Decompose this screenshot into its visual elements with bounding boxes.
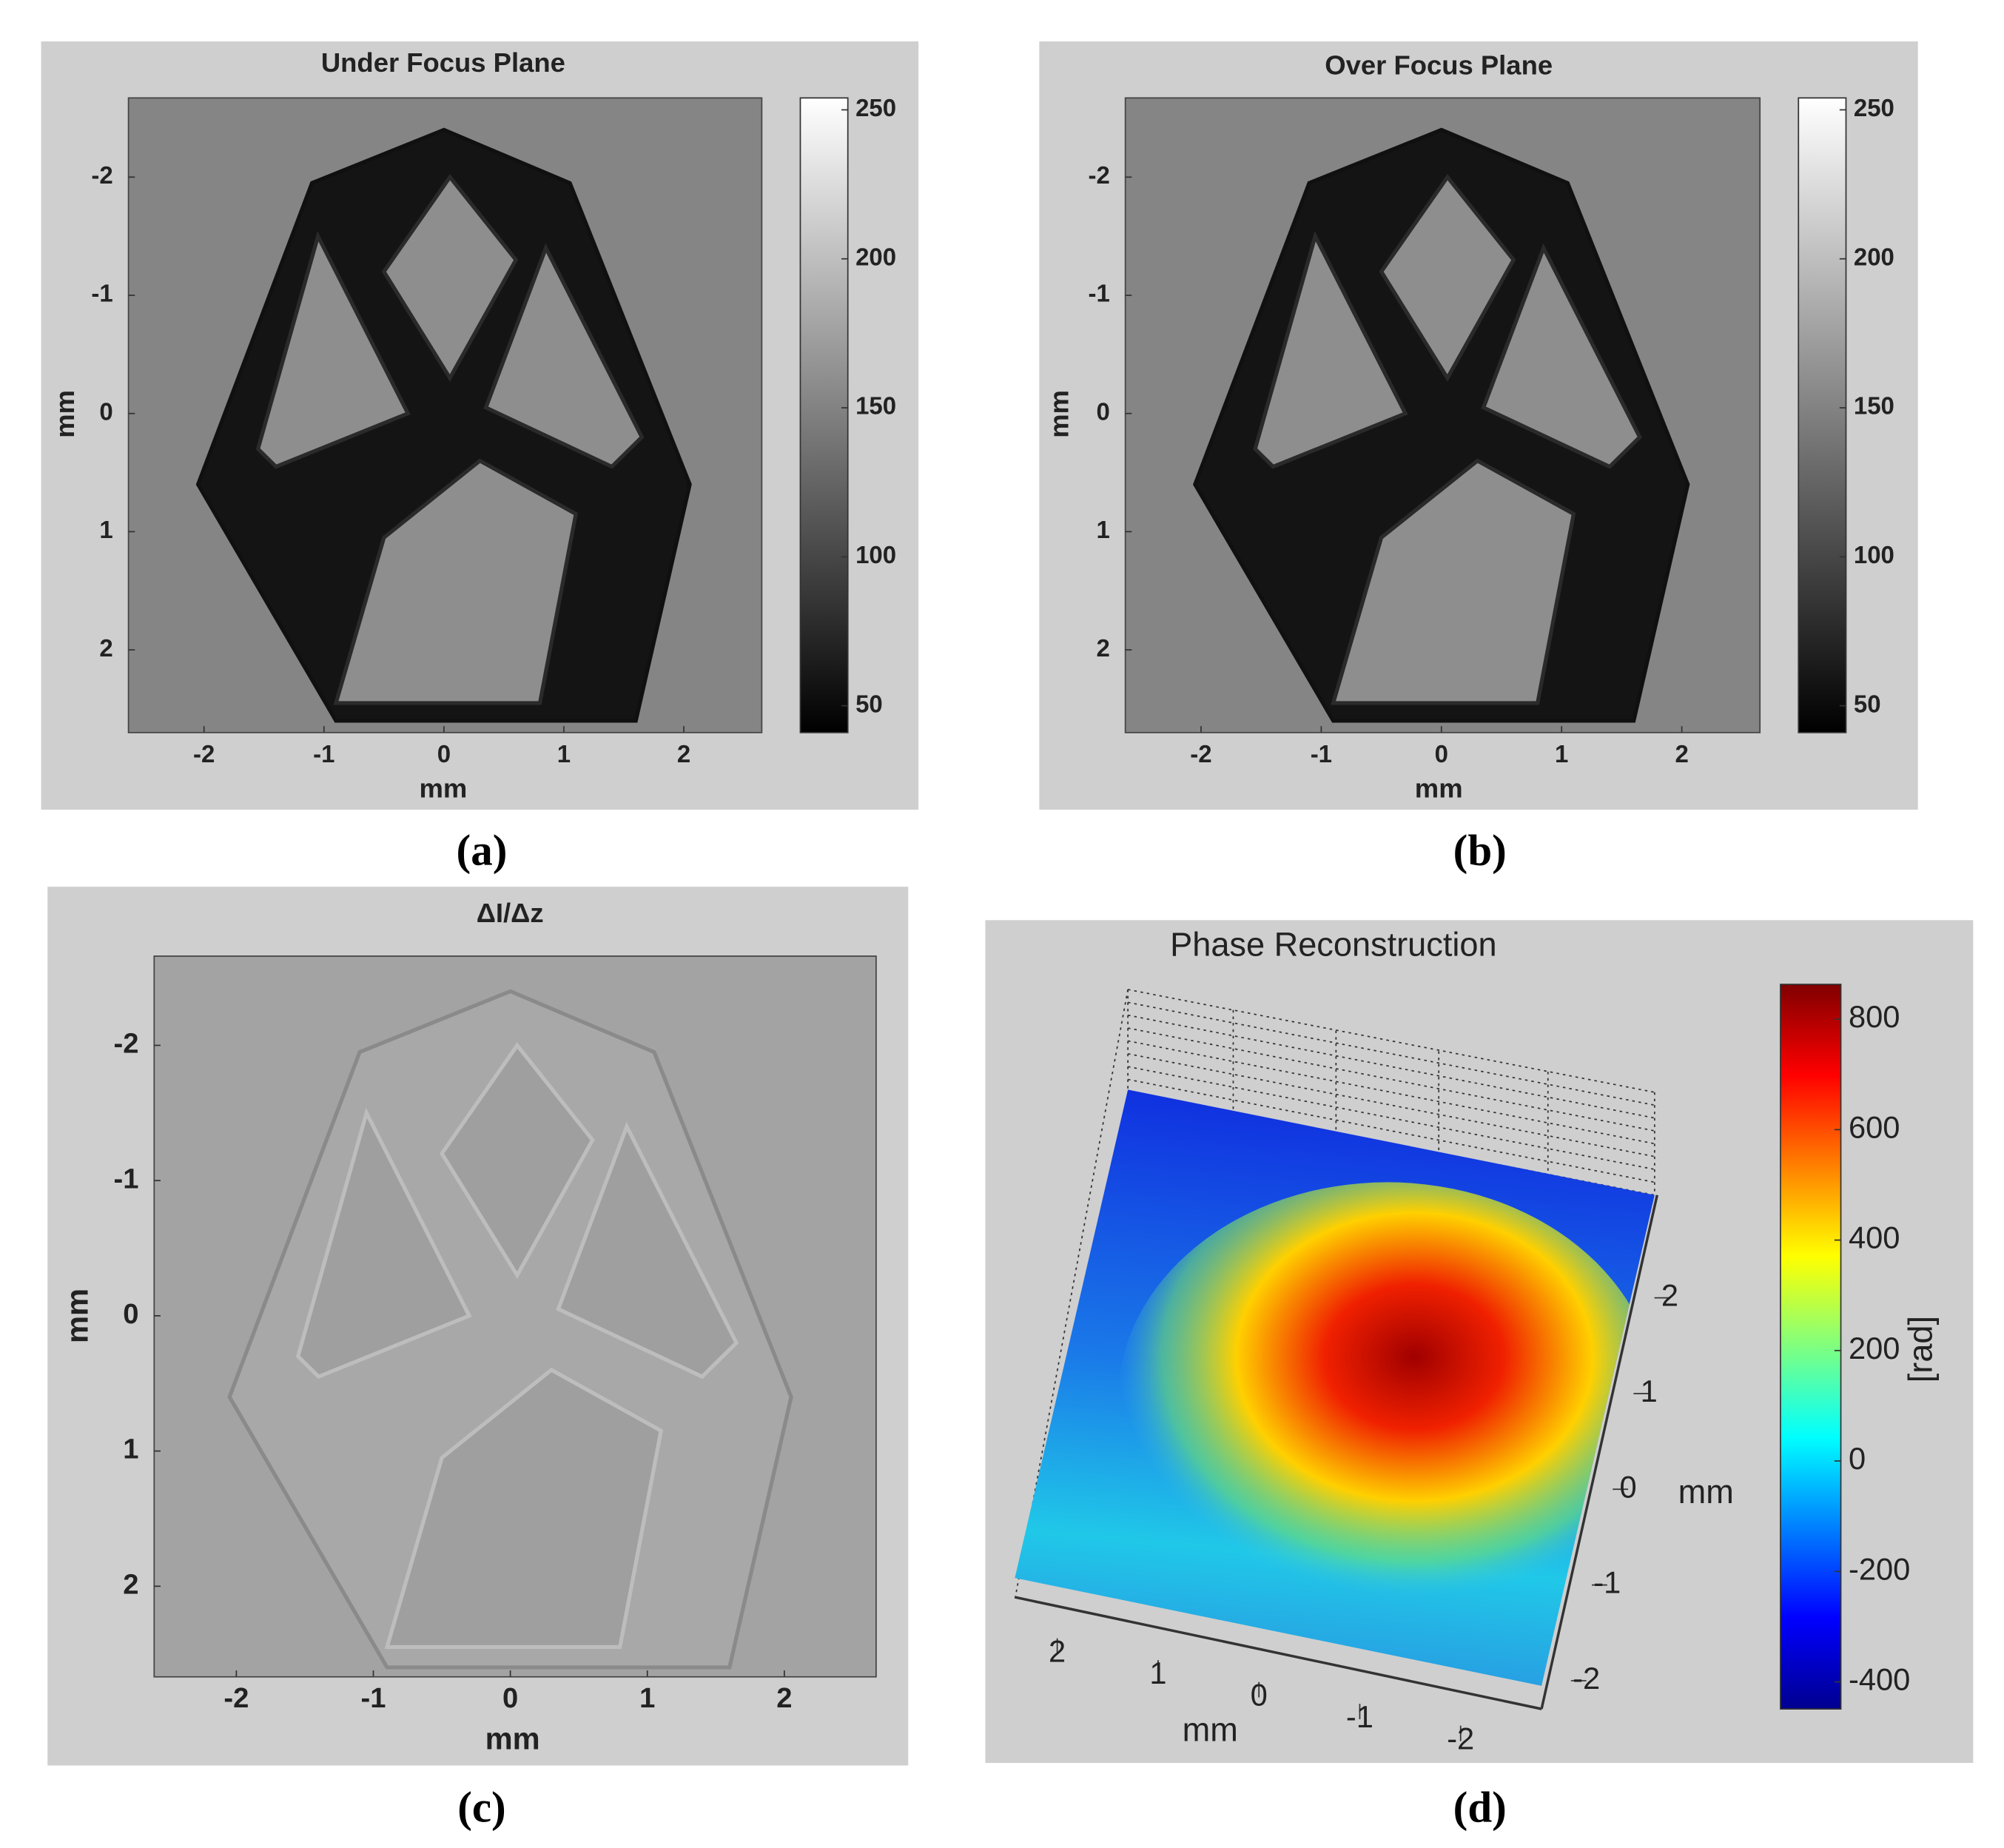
colorbar-tick-label: 50 (855, 690, 883, 717)
y-axis-label: mm (50, 390, 80, 438)
x-tick-label: 0 (1435, 740, 1448, 767)
panel-label: (a) (457, 825, 508, 874)
x-axis-label: mm (1183, 1710, 1238, 1748)
x-tick-label: 1 (1555, 740, 1568, 767)
colorbar-tick-label: 800 (1849, 999, 1900, 1034)
y-tick-label: -1 (1088, 280, 1109, 307)
panel-title: Over Focus Plane (1325, 50, 1553, 80)
y-tick-label: 2 (1661, 1278, 1678, 1313)
y-tick-label: 2 (99, 634, 112, 662)
axis-line (1014, 989, 1129, 1600)
colorbar-tick-label: 250 (1854, 94, 1894, 121)
colorbar-tick-label: 150 (855, 392, 896, 420)
y-tick-label: -2 (114, 1028, 139, 1060)
y-tick-label: -1 (1593, 1565, 1621, 1600)
y-tick-label: -2 (1573, 1661, 1600, 1696)
x-tick-label: -2 (1190, 740, 1211, 767)
colorbar-tick-label: 250 (855, 94, 896, 121)
y-tick-label: 0 (1619, 1469, 1636, 1504)
x-axis-label: mm (1415, 773, 1463, 804)
colorbar-tick-label: -400 (1849, 1662, 1910, 1697)
sample-window (381, 173, 519, 382)
colorbar-label: [rad] (1902, 1316, 1940, 1382)
colorbar-tick-label: 200 (855, 243, 896, 270)
panel-label: (d) (1453, 1783, 1507, 1832)
y-tick-label: -2 (1088, 161, 1109, 189)
colorbar-tick-label: 0 (1849, 1441, 1866, 1476)
x-tick-label: 2 (1675, 740, 1688, 767)
colorbar (1798, 97, 1847, 733)
colorbar-tick-label: 400 (1849, 1220, 1900, 1255)
sample-window (1481, 243, 1642, 469)
sample-window (384, 1367, 664, 1650)
x-tick-label: -2 (223, 1682, 249, 1714)
colorbar-tick-label: 200 (1849, 1331, 1900, 1365)
x-tick-label: 0 (1251, 1678, 1268, 1713)
sample-window (556, 1121, 739, 1380)
sample-window (483, 243, 645, 469)
x-tick-label: -2 (1447, 1721, 1474, 1756)
y-tick-label: 0 (123, 1298, 138, 1330)
colorbar-tick-label: 100 (1854, 541, 1894, 568)
colorbar (1780, 984, 1842, 1710)
x-tick-label: 2 (677, 740, 690, 767)
x-axis-label: mm (485, 1721, 540, 1756)
x-tick-label: 2 (1049, 1633, 1066, 1668)
colorbar (799, 97, 849, 733)
colorbar-tick-label: 150 (1854, 392, 1894, 420)
sample-window (255, 231, 411, 469)
sample-window (333, 458, 579, 705)
y-tick-label: 0 (1096, 397, 1109, 425)
y-tick-label: 1 (99, 516, 112, 543)
x-axis-label: mm (419, 773, 467, 804)
x-tick-label: -1 (313, 740, 334, 767)
panel-label: (c) (457, 1783, 506, 1832)
panel-title: ΔI/Δz (477, 898, 544, 928)
y-tick-label: -2 (91, 161, 112, 189)
y-tick-label: 0 (99, 397, 112, 425)
y-axis-label: mm (60, 1288, 95, 1343)
y-tick-label: 1 (1096, 516, 1109, 543)
y-axis-label: mm (1678, 1473, 1734, 1511)
x-tick-label: -1 (1311, 740, 1332, 767)
axis-line (1540, 1195, 1659, 1710)
colorbar-tick-label: 50 (1854, 690, 1881, 717)
x-tick-label: -1 (361, 1682, 386, 1714)
y-tick-label: 2 (1096, 634, 1109, 662)
x-tick-label: 0 (502, 1682, 518, 1714)
panel-label: (b) (1453, 825, 1507, 874)
x-tick-label: 1 (639, 1682, 655, 1714)
y-tick-label: -1 (114, 1163, 139, 1195)
x-tick-label: 1 (1149, 1656, 1166, 1690)
x-tick-label: -2 (193, 740, 215, 767)
y-tick-label: 1 (1641, 1374, 1658, 1408)
panel-title: Under Focus Plane (321, 47, 565, 78)
sample-window (1253, 231, 1408, 469)
sample-window (439, 1042, 595, 1280)
y-axis-label: mm (1043, 390, 1074, 438)
colorbar-tick-label: 600 (1849, 1109, 1900, 1144)
colorbar-tick-label: 200 (1854, 243, 1894, 270)
panel-title: Phase Reconstruction (1170, 926, 1496, 964)
colorbar-tick-label: 100 (855, 541, 896, 568)
surface-peak (1117, 1182, 1655, 1619)
x-tick-label: 1 (557, 740, 571, 767)
sample-window (1331, 458, 1576, 705)
axis-line (1014, 1596, 1542, 1710)
x-tick-label: -1 (1346, 1699, 1373, 1734)
x-tick-label: 2 (776, 1682, 792, 1714)
sample-window (1379, 173, 1516, 382)
x-tick-label: 0 (437, 740, 451, 767)
y-tick-label: 1 (123, 1434, 138, 1465)
colorbar-tick-label: -200 (1849, 1551, 1910, 1586)
y-tick-label: -1 (91, 280, 112, 307)
sample-window (295, 1107, 472, 1380)
y-tick-label: 2 (123, 1568, 138, 1600)
